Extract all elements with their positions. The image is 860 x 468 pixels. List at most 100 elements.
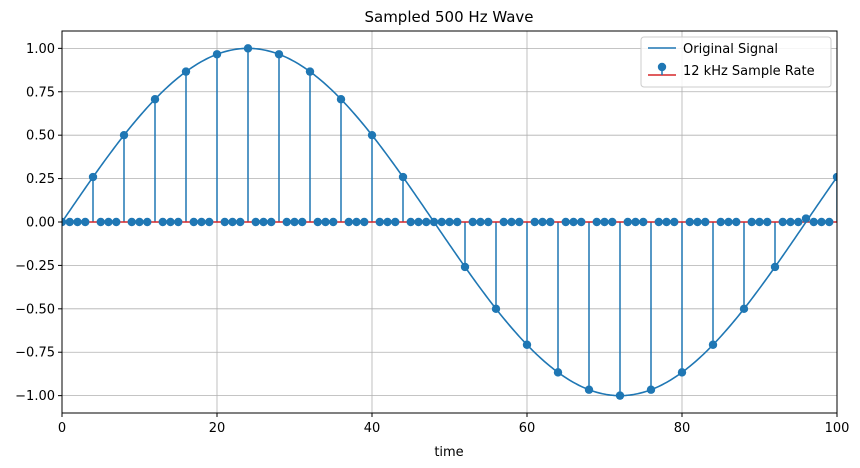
sample-point: [259, 217, 268, 227]
sample-point: [600, 217, 609, 227]
sample-point: [538, 217, 547, 227]
y-tick-label: 0.75: [26, 85, 55, 100]
sample-point: [298, 217, 307, 227]
sample-point: [507, 217, 516, 227]
sample-point: [724, 217, 733, 227]
sample-point: [693, 217, 702, 227]
sample-point: [104, 217, 113, 227]
y-tick-label: −0.75: [15, 346, 55, 361]
legend-box: [640, 36, 832, 88]
y-tick-label: 1.00: [26, 42, 55, 57]
sample-point: [197, 217, 206, 227]
sample-point: [732, 217, 741, 227]
sample-point: [119, 130, 129, 140]
legend-marker-swatch: [657, 62, 667, 72]
sample-point: [166, 217, 175, 227]
x-tick-label: 60: [519, 421, 536, 436]
sample-point: [158, 217, 167, 227]
y-tick-label: −0.50: [15, 302, 55, 317]
sample-point: [476, 217, 485, 227]
sample-point: [375, 217, 384, 227]
sample-point: [577, 217, 586, 227]
plot-area: [62, 44, 837, 400]
sample-point: [305, 67, 315, 76]
sample-point: [561, 217, 570, 227]
sample-point: [801, 214, 811, 223]
sample-point: [344, 217, 353, 227]
sample-point: [654, 217, 663, 227]
sample-point: [499, 217, 508, 227]
x-axis-ticks: 0 20 40 60 80 100: [58, 413, 849, 436]
sample-point: [189, 217, 198, 227]
sample-point: [127, 217, 136, 227]
sample-point: [329, 217, 338, 227]
sample-point: [832, 172, 837, 182]
sample-point: [685, 217, 694, 227]
sample-point: [62, 217, 67, 227]
sample-point: [817, 217, 826, 227]
sample-point: [429, 217, 439, 227]
sample-point: [546, 217, 555, 227]
sample-point: [96, 217, 105, 227]
sample-point: [639, 217, 648, 227]
sample-point: [770, 262, 780, 272]
sample-point: [112, 217, 121, 227]
sample-point: [677, 368, 687, 377]
sample-point: [205, 217, 214, 227]
sample-point: [290, 217, 299, 227]
sample-point: [422, 217, 431, 227]
sample-point: [484, 217, 493, 227]
sample-point: [135, 217, 144, 227]
sample-point: [530, 217, 539, 227]
sample-point: [608, 217, 617, 227]
sample-point: [809, 217, 818, 227]
sample-point: [228, 217, 237, 227]
sample-point: [414, 217, 423, 227]
sample-point: [352, 217, 361, 227]
sample-point: [406, 217, 415, 227]
sample-point: [181, 67, 191, 76]
legend-label-original-signal: Original Signal: [683, 42, 778, 57]
y-axis-ticks: −1.00 −0.75 −0.50 −0.25 0.00 0.25 0.50 0.75 1.00: [15, 42, 62, 404]
sample-point: [739, 304, 749, 314]
sample-point: [615, 391, 625, 400]
sample-point: [437, 217, 446, 227]
sample-point: [274, 50, 284, 59]
sample-point: [515, 217, 524, 227]
sample-point: [243, 44, 253, 53]
chart-title: Sampled 500 Hz Wave: [364, 8, 533, 26]
sample-point: [584, 385, 594, 394]
sample-point: [174, 217, 183, 227]
sample-point: [708, 340, 718, 349]
sample-point: [251, 217, 260, 227]
sample-point: [212, 50, 222, 59]
sample-point: [763, 217, 772, 227]
x-tick-label: 40: [364, 421, 381, 436]
x-tick-label: 20: [209, 421, 226, 436]
sample-point: [143, 217, 152, 227]
sample-point: [321, 217, 330, 227]
sample-point: [88, 172, 98, 182]
sample-point: [81, 217, 90, 227]
sample-point: [65, 217, 74, 227]
sample-point: [313, 217, 322, 227]
sample-point: [383, 217, 392, 227]
x-axis-title: time: [434, 445, 463, 460]
y-tick-label: −0.25: [15, 259, 55, 274]
sample-point: [592, 217, 601, 227]
sample-point: [468, 217, 477, 227]
sample-point: [267, 217, 276, 227]
y-tick-label: 0.00: [26, 216, 55, 231]
sample-point: [670, 217, 679, 227]
sample-point: [522, 340, 532, 349]
original-signal-line: [62, 47, 837, 397]
legend-label-sample-rate: 12 kHz Sample Rate: [683, 64, 815, 79]
sample-point: [755, 217, 764, 227]
y-tick-label: −1.00: [15, 389, 55, 404]
sample-point: [398, 172, 408, 182]
sample-point: [445, 217, 454, 227]
sample-point: [778, 217, 787, 227]
sample-point: [367, 130, 377, 140]
y-tick-label: 0.25: [26, 172, 55, 187]
